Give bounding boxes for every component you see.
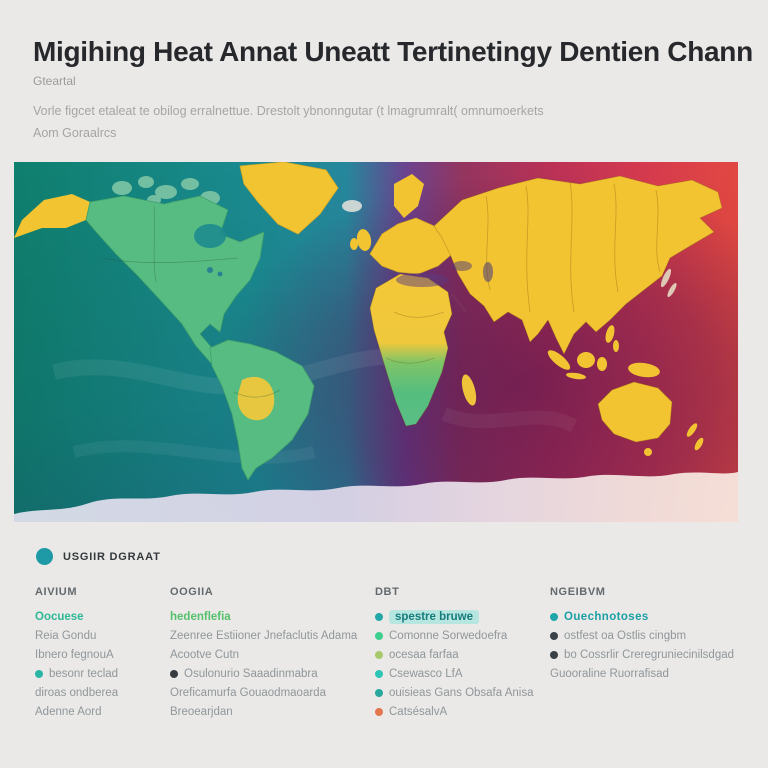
legend-item-label: Reia Gondu [35,629,97,642]
legend-item-label: hedenflefia [170,610,231,623]
legend-item-label: Csewasco LfA [389,667,463,680]
legend-item-label: CatsésalvA [389,705,448,718]
legend-item-label: Comonne Sorwedoefra [389,629,508,642]
legend-item: besonr teclad [35,664,165,683]
legend-item: Csewasco LfA [375,664,545,683]
legend-item: Osulonurio Saaadinmabra [170,664,370,683]
legend-item: diroas ondberea [35,683,165,702]
legend-column-1: AIVIUM Oocuese Reia Gondu Ibnero fegnouA… [35,586,165,721]
legend-item-label: Oreficamurfa Gouaodmaoarda [170,686,326,699]
legend-item: CatsésalvA [375,702,545,721]
legend-item-label: Zeenree Estiioner Jnefaclutis Adama [170,629,358,642]
legend-item-label: ouisieas Gans Obsafa Anisa [389,686,534,699]
legend-dot-icon [550,650,558,659]
legend-item-label: Ibnero fegnouA [35,648,114,661]
legend-item: Reia Gondu [35,626,165,645]
header-description: Vorle figcet etaleat te obilog erralnett… [33,100,653,144]
legend-item: ostfest oa Ostlis cingbm [550,626,765,645]
legend-item: spestre bruwe [375,607,545,626]
legend-dot-icon [550,612,558,621]
legend-item-label: Ouechnotoses [564,610,649,623]
legend-columns: AIVIUM Oocuese Reia Gondu Ibnero fegnouA… [0,586,768,736]
legend-item: Ouechnotoses [550,607,765,626]
legend-dot-icon [375,631,383,640]
legend-column-header: OOGIIA [170,586,214,598]
legend-item-label: spestre bruwe [389,609,479,624]
legend-primary: USGIIR DGRAAT [36,548,161,565]
description-line: Aom Goraalrcs [33,126,117,140]
world-heatmap-image [14,162,738,522]
legend-item: hedenflefia [170,607,370,626]
legend-item: Adenne Aord [35,702,165,721]
legend-dot-icon [375,650,383,659]
legend-item: Ibnero fegnouA [35,645,165,664]
page-title: Migihing Heat Annat Uneatt Tertinetingy … [33,36,753,67]
legend-dot-icon [375,707,383,716]
legend-item: Oreficamurfa Gouaodmaoarda [170,683,370,702]
legend-item: ocesaa farfaa [375,645,545,664]
legend-dot-icon [375,669,383,678]
legend-item: bo Cossrlir Creregruniecinilsdgad [550,645,765,664]
legend-item: Zeenree Estiioner Jnefaclutis Adama [170,626,370,645]
legend-item: Guooraline Ruorrafisad [550,664,765,683]
legend-item: Acootve Cutn [170,645,370,664]
legend-item-label: besonr teclad [49,667,119,680]
legend-item-label: ocesaa farfaa [389,648,459,661]
legend-dot-icon [170,669,178,678]
legend-item-label: diroas ondberea [35,686,119,699]
legend-item: Comonne Sorwedoefra [375,626,545,645]
legend-column-3: DBT spestre bruwe Comonne Sorwedoefra oc… [375,586,545,721]
legend-primary-label: USGIIR DGRAAT [63,550,161,563]
legend-dot-icon [375,612,383,621]
legend-item: Breoearjdan [170,702,370,721]
legend-item-label: Breoearjdan [170,705,233,718]
legend-item-label: Adenne Aord [35,705,102,718]
legend-item-label: Guooraline Ruorrafisad [550,667,669,680]
description-line: Vorle figcet etaleat te obilog erralnett… [33,104,544,118]
world-heatmap-svg [14,162,738,522]
legend-item-label: Oocuese [35,610,84,623]
legend-primary-dot-icon [36,548,53,565]
legend-dot-icon [375,688,383,697]
header-small-label: Gteartal [33,74,76,88]
legend-item: ouisieas Gans Obsafa Anisa [375,683,545,702]
legend-dot-icon [35,669,43,678]
legend-item-label: Osulonurio Saaadinmabra [184,667,318,680]
legend-column-4: NGEIBVM Ouechnotoses ostfest oa Ostlis c… [550,586,765,683]
legend-dot-icon [550,631,558,640]
legend-item-label: ostfest oa Ostlis cingbm [564,629,687,642]
legend-column-header: DBT [375,586,400,598]
header: Migihing Heat Annat Uneatt Tertinetingy … [33,36,753,88]
legend-item: Oocuese [35,607,165,626]
legend-column-2: OOGIIA hedenflefia Zeenree Estiioner Jne… [170,586,370,721]
legend-item-label: bo Cossrlir Creregruniecinilsdgad [564,648,735,661]
legend-column-header: AIVIUM [35,586,78,598]
legend-item-label: Acootve Cutn [170,648,240,661]
legend-column-header: NGEIBVM [550,586,606,598]
